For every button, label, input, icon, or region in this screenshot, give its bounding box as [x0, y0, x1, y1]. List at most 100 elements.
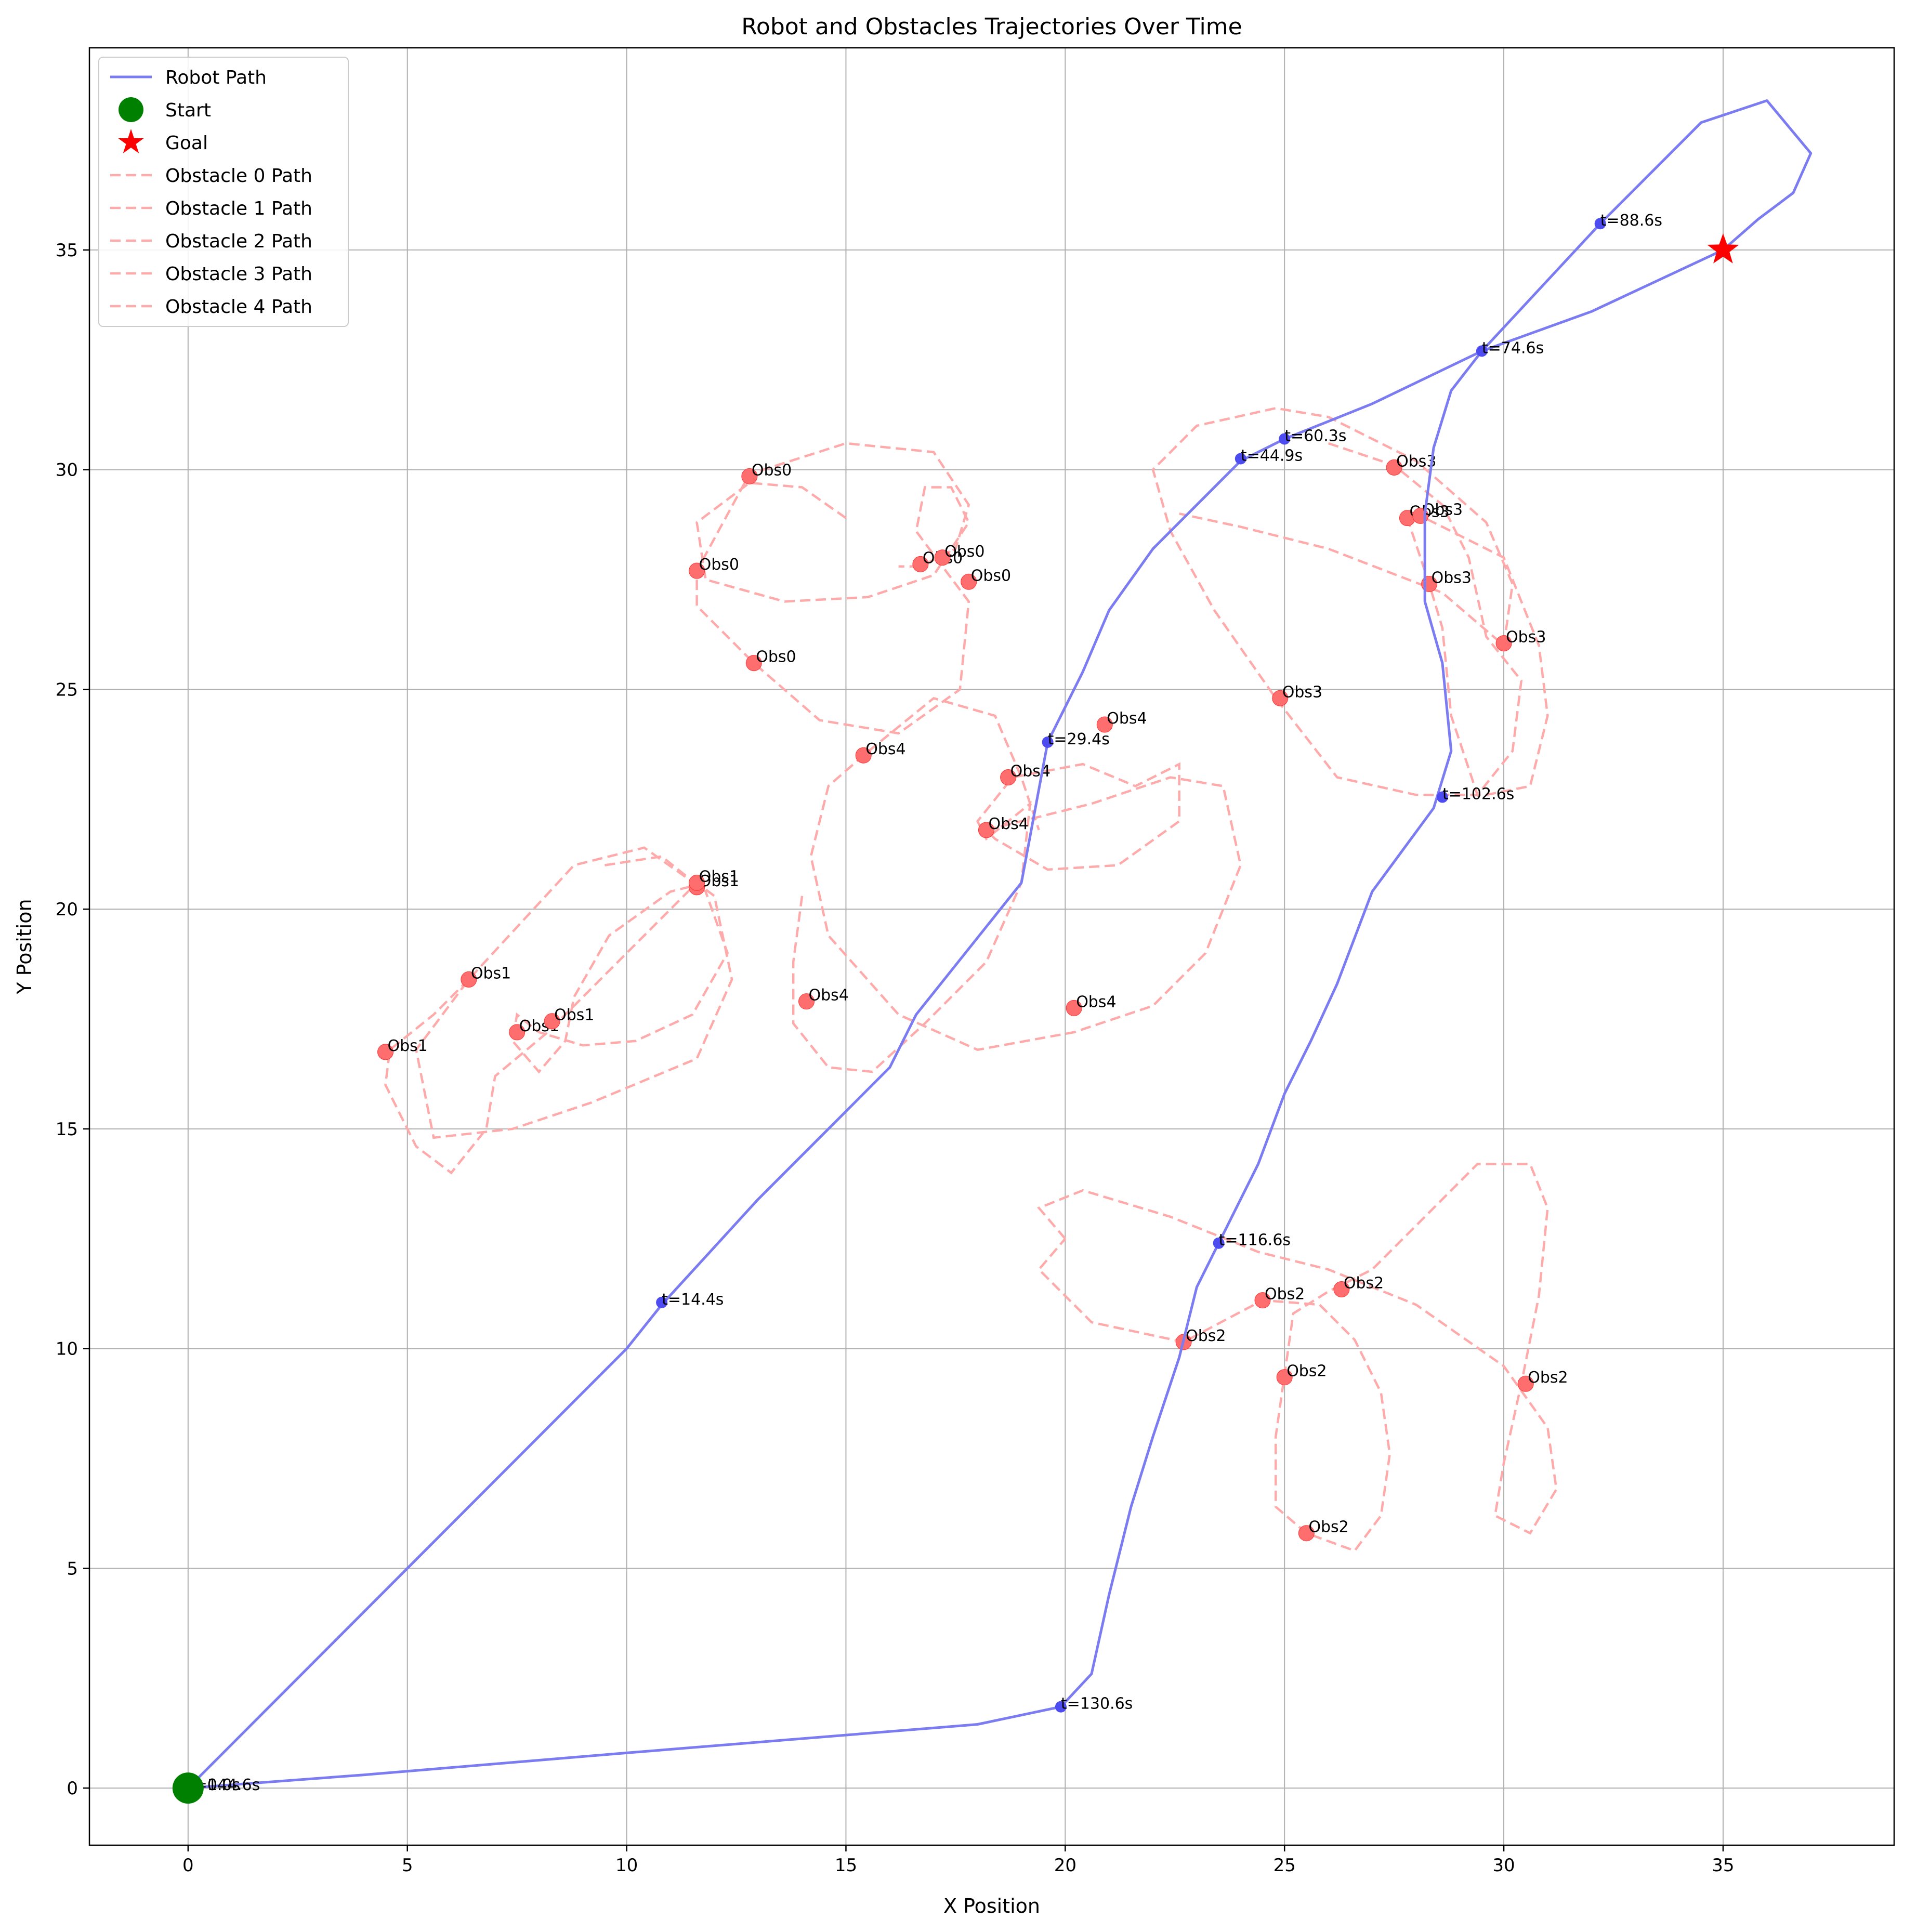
legend-box [98, 57, 349, 327]
x-tick-label: 0 [182, 1855, 194, 1876]
y-tick-label: 5 [67, 1558, 78, 1579]
obstacle-1-marker-label: Obs1 [699, 868, 739, 886]
plot-frame [88, 47, 1895, 1846]
obstacle-4-marker-label: Obs4 [865, 740, 905, 758]
x-tick-label: 25 [1273, 1855, 1296, 1876]
obstacle-2-marker-label: Obs2 [1286, 1362, 1327, 1381]
x-axis-label: X Position [943, 1895, 1040, 1917]
obstacle-1-marker-label: Obs1 [471, 964, 511, 982]
robot-time-marker [1055, 1701, 1067, 1713]
robot-time-marker [1235, 453, 1246, 465]
obstacle-2-marker [1276, 1369, 1293, 1386]
obstacle-3-path [1151, 407, 1549, 797]
start-marker [172, 1772, 204, 1804]
obstacle-1-marker-label: Obs1 [699, 872, 739, 890]
goal-marker [1707, 233, 1739, 264]
obstacle-4-marker [1096, 716, 1113, 733]
robot-time-label: t=102.6s [1442, 785, 1514, 804]
legend-label: Obstacle 2 Path [165, 231, 312, 252]
obstacle-layer: Obs0Obs0Obs0Obs0Obs0Obs0Obs1Obs1Obs1Obs1… [377, 407, 1568, 1553]
x-tick-label: 5 [402, 1855, 413, 1876]
obstacle-3-marker [1495, 635, 1512, 652]
obstacle-3-marker-label: Obs3 [1506, 628, 1546, 647]
obstacle-4-marker [855, 747, 872, 764]
robot-time-label: t=14.4s [662, 1291, 724, 1309]
y-tick-label: 10 [56, 1339, 78, 1360]
obstacle-0-marker [912, 556, 929, 572]
obstacle-2-marker [1298, 1525, 1315, 1542]
obstacle-4-marker-label: Obs4 [1107, 709, 1147, 728]
obstacle-3-marker-label: Obs3 [1282, 683, 1322, 701]
obstacle-4-marker-label: Obs4 [1076, 993, 1116, 1011]
obstacle-4-marker [798, 993, 815, 1010]
robot-layer: t=144.6st=0.0st=14.4st=29.4st=44.9st=60.… [172, 99, 1813, 1804]
obstacle-2-marker [1517, 1375, 1534, 1392]
obstacle-4-path [792, 696, 1242, 1073]
robot-time-label: t=60.3s [1284, 427, 1346, 445]
legend-label: Obstacle 3 Path [165, 264, 312, 285]
x-tick-label: 20 [1054, 1855, 1076, 1876]
obstacle-0-marker [689, 562, 705, 579]
x-tick-label: 35 [1712, 1855, 1734, 1876]
robot-time-marker [1594, 218, 1606, 230]
robot-time-marker [1476, 345, 1488, 357]
robot-time-label: t=74.6s [1482, 339, 1544, 357]
obstacle-3-marker-label: Obs3 [1423, 501, 1463, 519]
obstacle-0-marker-label: Obs0 [944, 543, 984, 561]
obstacle-1-marker-label: Obs1 [388, 1037, 428, 1055]
y-tick-label: 35 [56, 240, 78, 261]
robot-time-marker [1279, 433, 1291, 445]
robot-time-label: t=88.6s [1600, 212, 1662, 230]
y-tick-label: 15 [56, 1119, 78, 1140]
plot-background [89, 48, 1894, 1845]
grid [89, 48, 1894, 1845]
obstacle-1-marker-label: Obs1 [554, 1006, 594, 1024]
robot-time-marker [1436, 791, 1448, 803]
obstacle-0-marker-label: Obs0 [699, 556, 739, 574]
obstacle-4-marker-label: Obs4 [988, 815, 1028, 833]
obstacle-2-marker-label: Obs2 [1308, 1518, 1348, 1536]
robot-time-label: t=116.6s [1219, 1231, 1291, 1250]
y-axis-label: Y Position [13, 899, 36, 994]
robot-time-label: t=44.9s [1241, 447, 1303, 465]
y-tick-label: 30 [56, 460, 78, 481]
robot-time-marker [1042, 736, 1054, 748]
obstacle-0-marker-label: Obs0 [756, 648, 796, 666]
robot-time-marker [656, 1296, 668, 1308]
legend-start-swatch [119, 97, 143, 122]
obstacle-0-marker-label: Obs0 [971, 567, 1011, 585]
legend-goal-swatch [118, 129, 144, 153]
obstacle-0-marker [745, 655, 762, 672]
obstacle-0-marker [961, 573, 977, 590]
robot-time-label: t=29.4s [1048, 730, 1110, 748]
obstacle-0-path [695, 442, 970, 735]
obstacle-2-marker-label: Obs2 [1186, 1327, 1226, 1345]
ticks: 0 5 10 15 20 25 30 35 0 5 10 15 20 25 30 35 [56, 240, 1735, 1876]
obstacle-2-marker-label: Obs2 [1265, 1285, 1305, 1304]
obstacle-1-marker [461, 971, 477, 988]
obstacle-3-marker [1272, 690, 1289, 706]
legend-label: Start [165, 100, 211, 121]
obstacle-0-marker [741, 468, 758, 484]
obstacle-1-marker [377, 1044, 394, 1060]
y-tick-label: 25 [56, 679, 78, 700]
obstacle-3-marker [1386, 459, 1402, 476]
obstacle-2-path [1036, 1163, 1558, 1553]
obstacle-4-marker [1066, 1000, 1082, 1016]
y-tick-label: 20 [56, 899, 78, 920]
obstacle-4-marker [1000, 769, 1017, 785]
legend-label: Goal [165, 133, 208, 154]
robot-time-label: t=130.6s [1061, 1695, 1133, 1713]
y-tick-label: 0 [67, 1778, 78, 1799]
robot-time-marker [1213, 1237, 1225, 1249]
x-tick-label: 30 [1492, 1855, 1515, 1876]
obstacle-2-marker-label: Obs2 [1528, 1369, 1568, 1387]
obstacle-0-marker [934, 549, 951, 566]
obstacle-1-marker [689, 874, 705, 891]
legend-label: Obstacle 0 Path [165, 165, 312, 187]
legend-label: Obstacle 1 Path [165, 198, 312, 219]
obstacle-2-marker [1333, 1281, 1350, 1297]
obstacle-2-marker-label: Obs2 [1344, 1274, 1384, 1292]
obstacle-1-marker [509, 1024, 526, 1041]
